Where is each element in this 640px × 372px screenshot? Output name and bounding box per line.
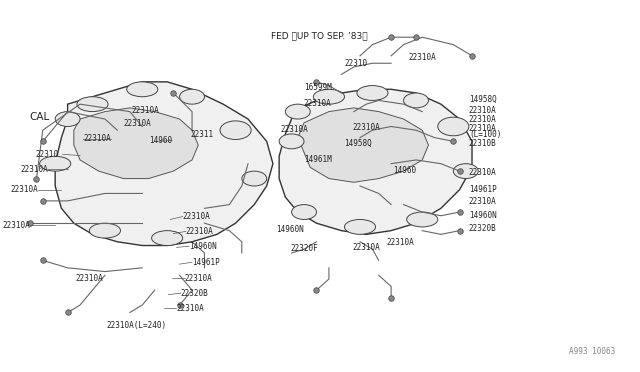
Text: 22310A: 22310A (3, 221, 30, 230)
Text: CAL: CAL (29, 112, 49, 122)
Text: 14960: 14960 (393, 166, 416, 174)
Text: 22310A: 22310A (186, 227, 214, 236)
Text: 16599M: 16599M (304, 83, 332, 92)
Text: 22310A: 22310A (131, 106, 159, 115)
Text: 14960: 14960 (149, 136, 172, 145)
Ellipse shape (314, 89, 344, 104)
Ellipse shape (180, 89, 205, 104)
Text: 14961P: 14961P (192, 258, 220, 267)
Ellipse shape (77, 97, 108, 112)
Polygon shape (279, 89, 472, 234)
Text: 22310A: 22310A (10, 185, 38, 194)
Text: 14960N: 14960N (469, 211, 497, 220)
Text: 22310A: 22310A (280, 125, 308, 134)
Ellipse shape (242, 171, 267, 186)
Text: 14960N: 14960N (276, 225, 304, 234)
Polygon shape (298, 108, 428, 182)
Text: (L=100): (L=100) (469, 130, 501, 139)
Ellipse shape (344, 219, 376, 234)
Ellipse shape (152, 231, 182, 246)
Text: 22310A: 22310A (303, 99, 331, 108)
Text: 22310A: 22310A (469, 198, 497, 206)
Text: 22310B: 22310B (469, 139, 497, 148)
Ellipse shape (55, 112, 80, 126)
Text: 22310A: 22310A (469, 115, 497, 124)
Ellipse shape (285, 104, 310, 119)
Text: 22310A: 22310A (386, 238, 414, 247)
Text: 14958Q: 14958Q (469, 95, 497, 104)
Text: 22310A: 22310A (182, 212, 211, 221)
Text: 22310A: 22310A (469, 169, 497, 177)
Text: 14958Q: 14958Q (344, 139, 372, 148)
Text: 22310A: 22310A (408, 53, 436, 62)
Text: 14961M: 14961M (303, 155, 332, 164)
Text: 22320B: 22320B (181, 289, 209, 298)
Text: 22310A(L=240): 22310A(L=240) (106, 321, 166, 330)
Text: 22310A: 22310A (83, 134, 111, 143)
Text: 22310A: 22310A (353, 123, 380, 132)
Ellipse shape (404, 93, 428, 108)
Text: 22320B: 22320B (469, 224, 497, 233)
Polygon shape (55, 82, 273, 246)
Ellipse shape (279, 134, 304, 149)
Text: 22320F: 22320F (291, 244, 318, 253)
Text: 22310A: 22310A (353, 243, 380, 252)
Text: 22311: 22311 (191, 130, 214, 139)
Ellipse shape (357, 86, 388, 100)
Ellipse shape (406, 212, 438, 227)
Polygon shape (74, 108, 198, 179)
Text: 22310: 22310 (35, 150, 58, 159)
Text: 22310A: 22310A (469, 106, 497, 115)
Text: FED 〈UP TO SEP. ’83〉: FED 〈UP TO SEP. ’83〉 (271, 31, 368, 40)
Text: 22310A: 22310A (469, 124, 497, 133)
Text: A993 10063: A993 10063 (569, 347, 615, 356)
Ellipse shape (127, 82, 158, 97)
Text: 22310: 22310 (344, 59, 367, 68)
Text: 22310A: 22310A (75, 274, 103, 283)
Ellipse shape (292, 205, 316, 219)
Text: 22310A: 22310A (177, 304, 204, 312)
Ellipse shape (220, 121, 251, 140)
Text: 22310A: 22310A (124, 119, 151, 128)
Ellipse shape (453, 164, 478, 179)
Text: 14960N: 14960N (189, 242, 217, 251)
Ellipse shape (90, 223, 120, 238)
Text: 22310A: 22310A (184, 274, 212, 283)
Text: 22310A: 22310A (20, 165, 48, 174)
Ellipse shape (438, 117, 469, 136)
Text: 14961P: 14961P (469, 185, 497, 194)
Ellipse shape (40, 156, 70, 171)
